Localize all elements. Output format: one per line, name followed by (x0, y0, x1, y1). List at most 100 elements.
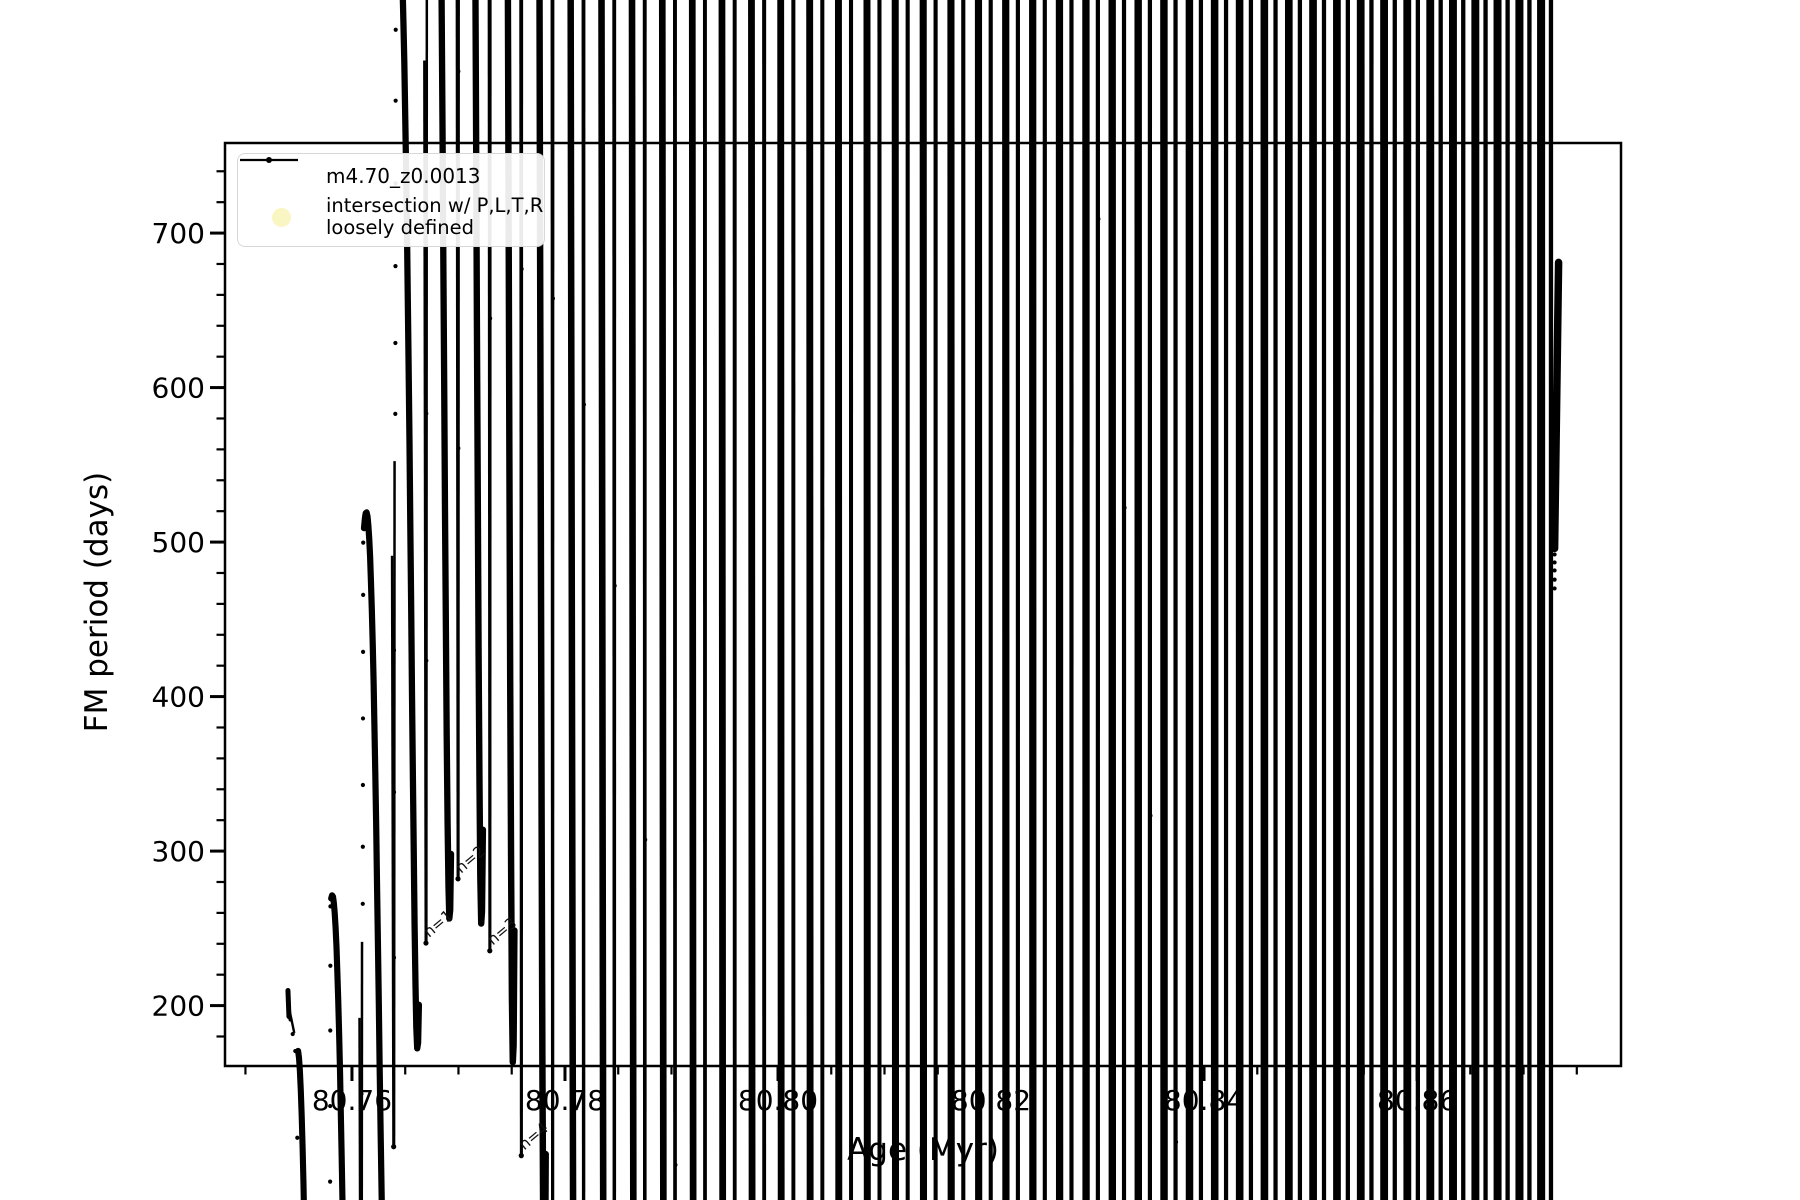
series-marker-dot (328, 1179, 333, 1184)
y-tick-label: 200 (152, 990, 205, 1023)
series-spike-plunge (1044, 0, 1047, 1200)
series-curve-arch (1210, 0, 1219, 1200)
series-marker-dot (359, 1091, 364, 1096)
series-spike-plunge (644, 0, 647, 1200)
series-curve-arch (1082, 0, 1090, 1200)
series-marker-dot (1552, 568, 1557, 573)
series-spike-plunge (582, 0, 586, 1200)
series-spike-plunge (1071, 0, 1074, 1200)
series-spike-plunge (1275, 0, 1278, 1200)
series-marker-dot (456, 69, 461, 74)
legend-box: m4.70_z0.0013 intersection w/ P,L,T,R lo… (237, 153, 545, 247)
series-curve-arch (1493, 0, 1502, 1200)
series-spike-plunge (1529, 0, 1532, 1200)
legend-entry-series: m4.70_z0.0013 (240, 157, 534, 191)
series-curve-arch (748, 0, 756, 1200)
series-spike-rise (358, 1017, 362, 1200)
series-spike-plunge (1485, 0, 1488, 1200)
series-marker-dot (612, 583, 617, 588)
series-marker-dot (673, 1162, 678, 1167)
series-spike-plunge (1175, 0, 1178, 1200)
series-curve-arch (1471, 0, 1480, 1200)
series-curve-arch (1235, 0, 1244, 1200)
y-tick-label: 700 (152, 217, 205, 250)
series-curve-arch (718, 0, 727, 1200)
series-spike-plunge (1097, 0, 1100, 1200)
series-marker-dot (392, 790, 397, 795)
y-tick-label: 600 (152, 372, 205, 405)
series-marker-dot (295, 1135, 300, 1140)
series-curve-arch (891, 0, 900, 1200)
series-curve-arch (1260, 0, 1269, 1200)
series-marker-dot (360, 901, 365, 906)
series-curve-arch (1448, 0, 1457, 1200)
series-curve-arch (658, 0, 667, 1200)
series-marker-dot (1552, 577, 1557, 582)
series-spike-plunge (763, 0, 767, 1200)
series-marker-dot (424, 411, 429, 416)
series-spike-plunge (1394, 0, 1397, 1200)
legend-intersection-label: intersection w/ P,L,T,R loosely defined (326, 194, 544, 239)
series-curve-arch (598, 0, 607, 1200)
series-spike-plunge (520, 0, 524, 1156)
series-spike-plunge (792, 0, 796, 1200)
intersection-marker-icon (250, 207, 312, 227)
x-axis-title: Age (Myr) (847, 1132, 999, 1168)
series-curve-arch (1356, 0, 1365, 1200)
series-curve-arch (567, 0, 577, 1200)
series-spike-plunge (1250, 0, 1254, 1200)
series-marker-dot (393, 411, 398, 417)
series-curve-arch (1309, 0, 1317, 1200)
series-marker-dot (360, 649, 366, 655)
series-marker-dot (360, 782, 366, 788)
series-spike-plunge (1347, 0, 1350, 1200)
series-curve-arch (1515, 0, 1524, 1200)
series-marker-dot (328, 963, 333, 968)
series-curve-arch (1108, 0, 1117, 1200)
series-curve-arch (1333, 0, 1341, 1200)
series-spike-plunge (962, 0, 966, 1200)
series-spike-plunge (821, 0, 825, 1200)
series-marker-dot (1552, 546, 1557, 551)
series-curve-arch (504, 0, 518, 1066)
series-spike-rise (848, 0, 852, 1200)
series-spike-plunge (907, 0, 910, 1200)
series-marker-dot (1552, 586, 1557, 591)
series-spike-plunge (1225, 0, 1229, 1200)
series-spike-plunge (392, 461, 396, 1147)
series-end-stub (1550, 258, 1563, 553)
series-spike-plunge (1371, 0, 1374, 1200)
legend-entry-intersection: intersection w/ P,L,T,R loosely defined (250, 194, 543, 239)
series-curve-arch (295, 1047, 307, 1200)
series-spike-plunge (1507, 0, 1510, 1200)
series-spike-plunge (1200, 0, 1204, 1200)
series-curve-arch (536, 0, 549, 1200)
series-marker-dot (1174, 1139, 1179, 1144)
series-curve-arch (834, 0, 843, 1200)
series-spike-plunge (1417, 0, 1421, 1200)
series-curve-arch (1284, 0, 1293, 1200)
series-curve-arch (438, 0, 455, 922)
series-curve-arch (1426, 0, 1435, 1200)
series-curve-arch (1055, 0, 1064, 1200)
series-curve-arch (1029, 0, 1037, 1200)
series-peak-tip (391, 1144, 397, 1150)
series-marker-dot (361, 592, 366, 597)
y-axis-title: FM period (days) (79, 471, 115, 733)
series-marker-dot (392, 648, 397, 653)
y-tick-label: 300 (152, 835, 205, 868)
series-curve-arch (399, 0, 423, 1052)
series-marker-dot (393, 27, 398, 32)
series-marker-dot (328, 1103, 333, 1109)
series-spike-plunge (734, 0, 737, 1200)
series-marker-dot (393, 98, 398, 103)
series-curve-arch (688, 0, 697, 1200)
series-peak-tip (423, 940, 429, 946)
y-tick-label: 500 (152, 526, 205, 559)
series-curve-arch (919, 0, 928, 1200)
series-curve-arch (863, 0, 871, 1200)
series-spike-plunge (990, 0, 993, 1200)
legend-intersection-line1: intersection w/ P,L,T,R (326, 194, 544, 217)
series-marker-dot (1122, 505, 1127, 510)
series-marker-dot (393, 340, 398, 346)
